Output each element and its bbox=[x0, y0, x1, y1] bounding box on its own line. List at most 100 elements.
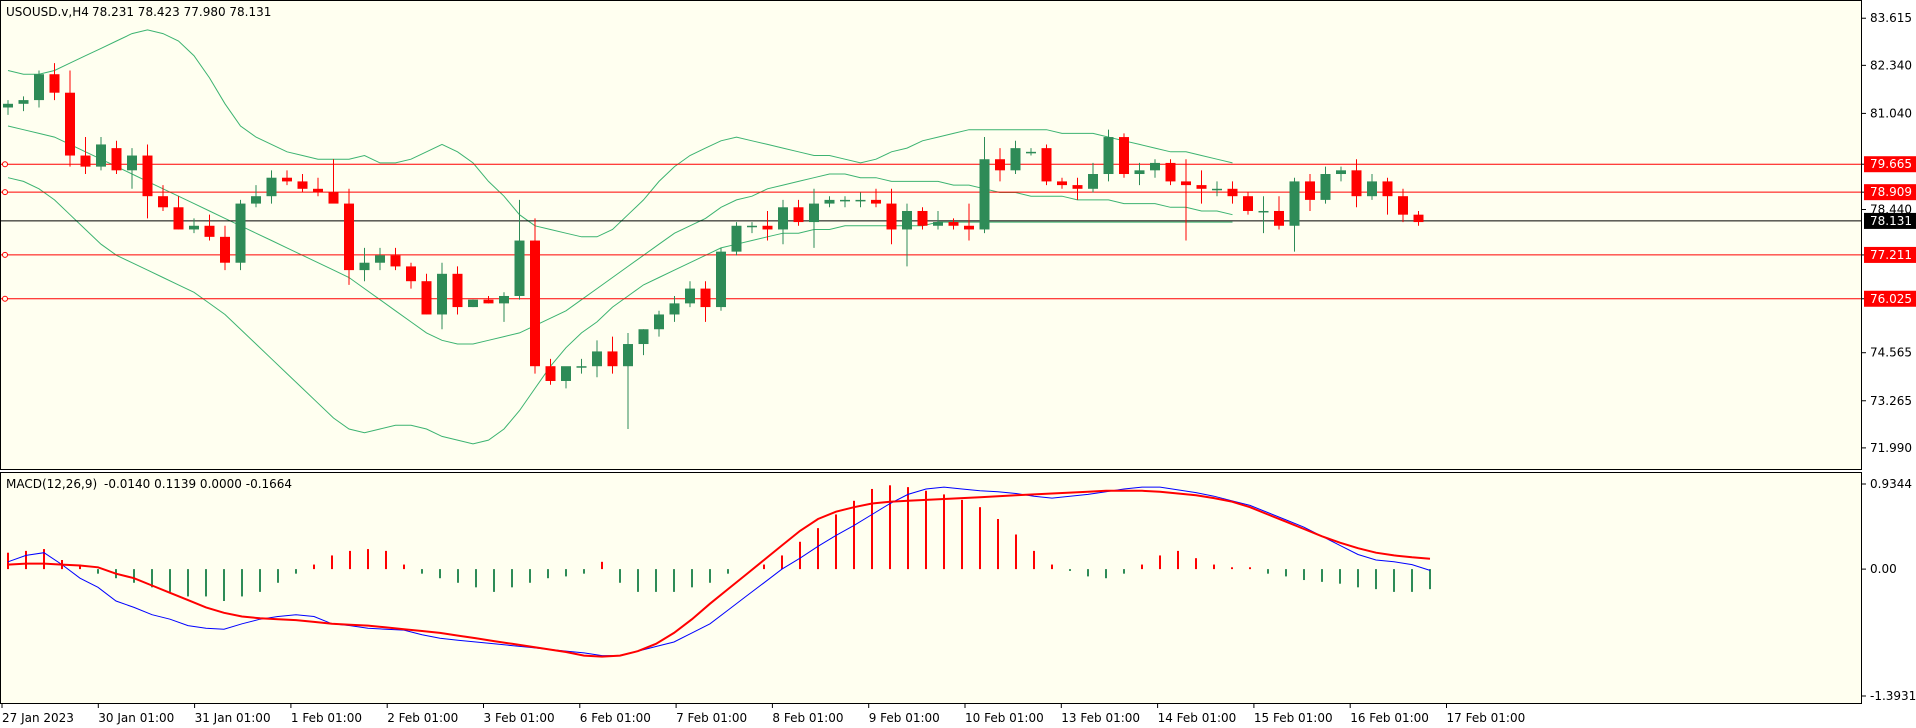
candle bbox=[731, 222, 742, 256]
time-tick-label: 16 Feb 01:00 bbox=[1350, 711, 1429, 725]
candle bbox=[204, 214, 215, 241]
candle-body bbox=[561, 366, 571, 381]
candle-body bbox=[49, 74, 60, 93]
symbol-label: USOUSD.v,H4 bbox=[6, 5, 89, 19]
candle-body bbox=[902, 210, 912, 230]
candle-body bbox=[1072, 185, 1083, 189]
candle bbox=[793, 199, 804, 226]
level-price-tag bbox=[1864, 156, 1916, 173]
candle-body bbox=[1382, 181, 1393, 197]
candle bbox=[266, 170, 277, 204]
candle-body bbox=[173, 207, 184, 230]
candle bbox=[592, 340, 602, 378]
candle bbox=[917, 207, 928, 230]
time-tick-label: 30 Jan 01:00 bbox=[98, 711, 174, 725]
candle bbox=[3, 100, 13, 115]
candle-body bbox=[762, 225, 773, 230]
candle-body bbox=[700, 288, 711, 308]
candle bbox=[313, 177, 323, 197]
candle bbox=[1320, 166, 1331, 204]
candle bbox=[1057, 177, 1067, 189]
candle bbox=[948, 218, 959, 230]
candle bbox=[406, 262, 416, 289]
candle-body bbox=[220, 236, 230, 263]
level-anchor[interactable] bbox=[2, 161, 8, 168]
candle bbox=[220, 225, 230, 271]
candle-body bbox=[638, 329, 649, 345]
candle bbox=[871, 188, 881, 208]
time-tick-label: 27 Jan 2023 bbox=[2, 711, 74, 725]
candle bbox=[1134, 162, 1145, 186]
candle-body bbox=[1057, 181, 1067, 186]
candle-body bbox=[142, 155, 153, 197]
candle bbox=[561, 366, 571, 389]
candle bbox=[1258, 196, 1269, 234]
candle bbox=[1196, 170, 1207, 204]
candle bbox=[127, 148, 137, 189]
candle-body bbox=[328, 192, 339, 204]
candle bbox=[607, 336, 618, 374]
candle bbox=[964, 203, 974, 241]
candle bbox=[65, 70, 75, 167]
macd-line bbox=[7, 486, 1431, 657]
price-tick-label: 73.265 bbox=[1870, 394, 1912, 408]
candle bbox=[855, 192, 866, 208]
candle-body bbox=[375, 255, 385, 263]
level-price-tag bbox=[1864, 184, 1916, 201]
candle bbox=[530, 218, 540, 374]
candle-body bbox=[1243, 196, 1253, 211]
candle bbox=[1041, 144, 1052, 186]
candle-body bbox=[731, 225, 742, 252]
time-tick-label: 13 Feb 01:00 bbox=[1061, 711, 1140, 725]
candle-body bbox=[96, 144, 106, 167]
candle bbox=[1367, 174, 1377, 200]
candle-body bbox=[933, 222, 943, 226]
candle-body bbox=[809, 203, 819, 223]
candle bbox=[235, 199, 246, 271]
candle-body bbox=[189, 225, 199, 230]
candle-body bbox=[995, 159, 1005, 171]
macd-signal-line bbox=[7, 489, 1431, 658]
candle bbox=[933, 210, 943, 230]
candle-body bbox=[266, 177, 277, 197]
level-price-label: 76.025 bbox=[1870, 292, 1912, 306]
level-anchor[interactable] bbox=[2, 295, 8, 302]
candle-body bbox=[871, 199, 881, 204]
candle bbox=[576, 358, 587, 374]
candle bbox=[545, 358, 556, 385]
candle-body bbox=[607, 351, 618, 367]
candle bbox=[189, 218, 199, 234]
candle bbox=[158, 185, 168, 211]
candle bbox=[1150, 159, 1160, 178]
candle-body bbox=[483, 299, 494, 304]
candle bbox=[995, 148, 1005, 182]
candle bbox=[1072, 177, 1083, 200]
candle-body bbox=[824, 199, 835, 204]
candle-body bbox=[1088, 174, 1098, 189]
candle-body bbox=[204, 225, 215, 237]
candle bbox=[669, 295, 680, 322]
candle bbox=[902, 203, 912, 267]
candle-body bbox=[778, 207, 788, 230]
candle-body bbox=[886, 203, 897, 230]
level-anchor[interactable] bbox=[2, 251, 8, 258]
level-price-label: 78.909 bbox=[1870, 185, 1912, 199]
main-pane-border bbox=[0, 0, 1862, 470]
candle bbox=[1212, 181, 1222, 197]
candle-body bbox=[1196, 185, 1207, 189]
candle-body bbox=[3, 103, 13, 108]
candle bbox=[979, 137, 990, 234]
candle-body bbox=[545, 366, 556, 381]
candle bbox=[359, 247, 370, 282]
candle bbox=[700, 281, 711, 322]
candle bbox=[1026, 148, 1036, 156]
time-tick-label: 9 Feb 01:00 bbox=[869, 711, 940, 725]
level-anchor[interactable] bbox=[2, 189, 8, 196]
price-tick-label: 74.565 bbox=[1870, 346, 1912, 360]
candle-body bbox=[1150, 162, 1160, 171]
candle-body bbox=[468, 299, 478, 308]
macd-tick-label: 0.9344 bbox=[1870, 477, 1912, 491]
candle bbox=[297, 174, 308, 193]
candle-body bbox=[979, 159, 990, 230]
candle-body bbox=[855, 199, 866, 202]
